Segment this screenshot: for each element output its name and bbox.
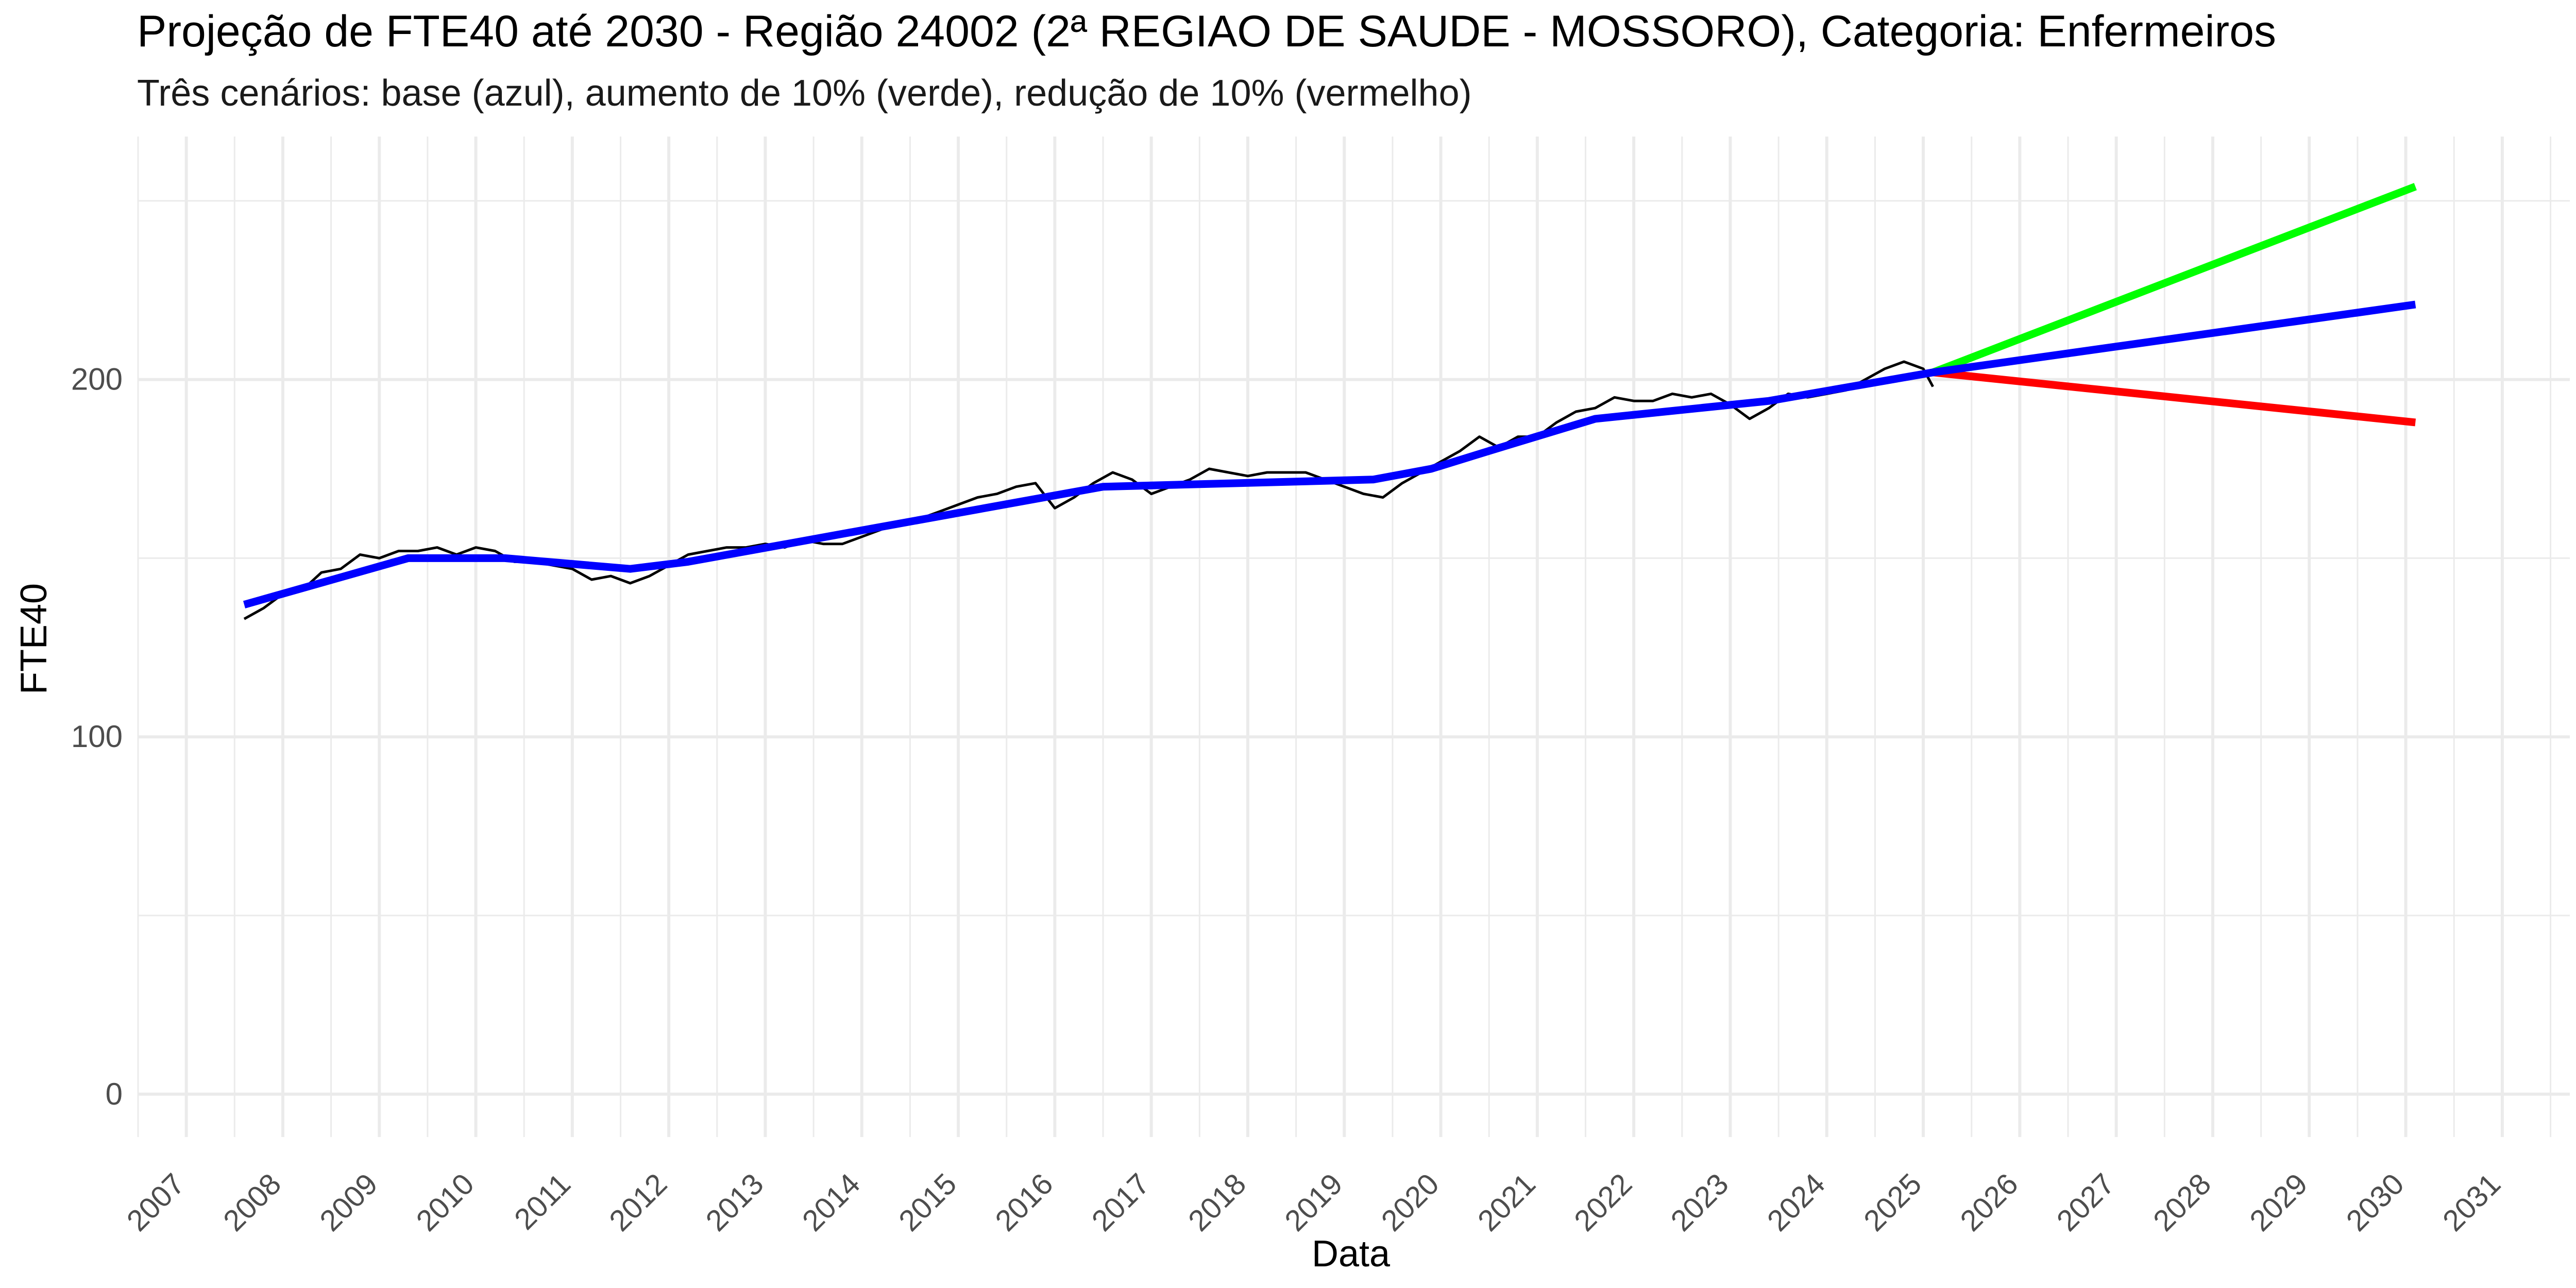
- x-tick-label: 2028: [2147, 1167, 2217, 1238]
- x-tick-label: 2014: [796, 1167, 867, 1238]
- x-tick-label: 2015: [892, 1167, 963, 1238]
- x-tick-label: 2016: [989, 1167, 1059, 1238]
- y-axis-ticks: 0 100 200: [71, 362, 123, 1111]
- series-layer: [243, 183, 2417, 620]
- x-tick-label: 2012: [603, 1167, 673, 1238]
- y-tick-label: 0: [106, 1077, 123, 1111]
- x-tick-label: 2025: [1857, 1167, 1928, 1238]
- series-line-decrease: [1933, 368, 2416, 427]
- x-tick-label: 2017: [1086, 1167, 1156, 1238]
- x-tick-label: 2026: [1954, 1167, 2024, 1238]
- x-tick-label: 2031: [2436, 1167, 2507, 1238]
- x-tick-label: 2007: [121, 1167, 191, 1238]
- chart-subtitle: Três cenários: base (azul), aumento de 1…: [137, 73, 1472, 114]
- x-tick-label: 2019: [1278, 1167, 1349, 1238]
- x-tick-label: 2029: [2243, 1167, 2314, 1238]
- y-axis-label: FTE40: [13, 583, 55, 694]
- series-line-base: [243, 300, 2416, 608]
- x-tick-label: 2023: [1664, 1167, 1735, 1238]
- x-tick-label: 2010: [410, 1167, 481, 1238]
- minor-gridlines: [137, 137, 2570, 1137]
- x-tick-label: 2013: [699, 1167, 770, 1238]
- major-gridlines: [138, 137, 2570, 1137]
- x-tick-label: 2027: [2050, 1167, 2121, 1238]
- series-line-increase: [1931, 183, 2417, 376]
- x-axis-label: Data: [1312, 1233, 1391, 1275]
- x-tick-label: 2020: [1375, 1167, 1446, 1238]
- x-tick-label: 2009: [313, 1167, 384, 1238]
- x-axis-ticks: 2007 2008 2009 2010 2011 2012 2013 2014 2015 2016…: [121, 1167, 2507, 1238]
- x-tick-label: 2024: [1761, 1167, 1832, 1238]
- x-tick-label: 2011: [508, 1167, 577, 1236]
- y-tick-label: 100: [71, 719, 123, 754]
- x-tick-label: 2008: [217, 1167, 287, 1238]
- chart-title: Projeção de FTE40 até 2030 - Região 2400…: [137, 7, 2277, 56]
- x-tick-label: 2022: [1568, 1167, 1638, 1238]
- x-tick-label: 2021: [1471, 1167, 1542, 1238]
- x-tick-label: 2030: [2340, 1167, 2411, 1238]
- y-tick-label: 200: [71, 362, 123, 397]
- x-tick-label: 2018: [1182, 1167, 1252, 1238]
